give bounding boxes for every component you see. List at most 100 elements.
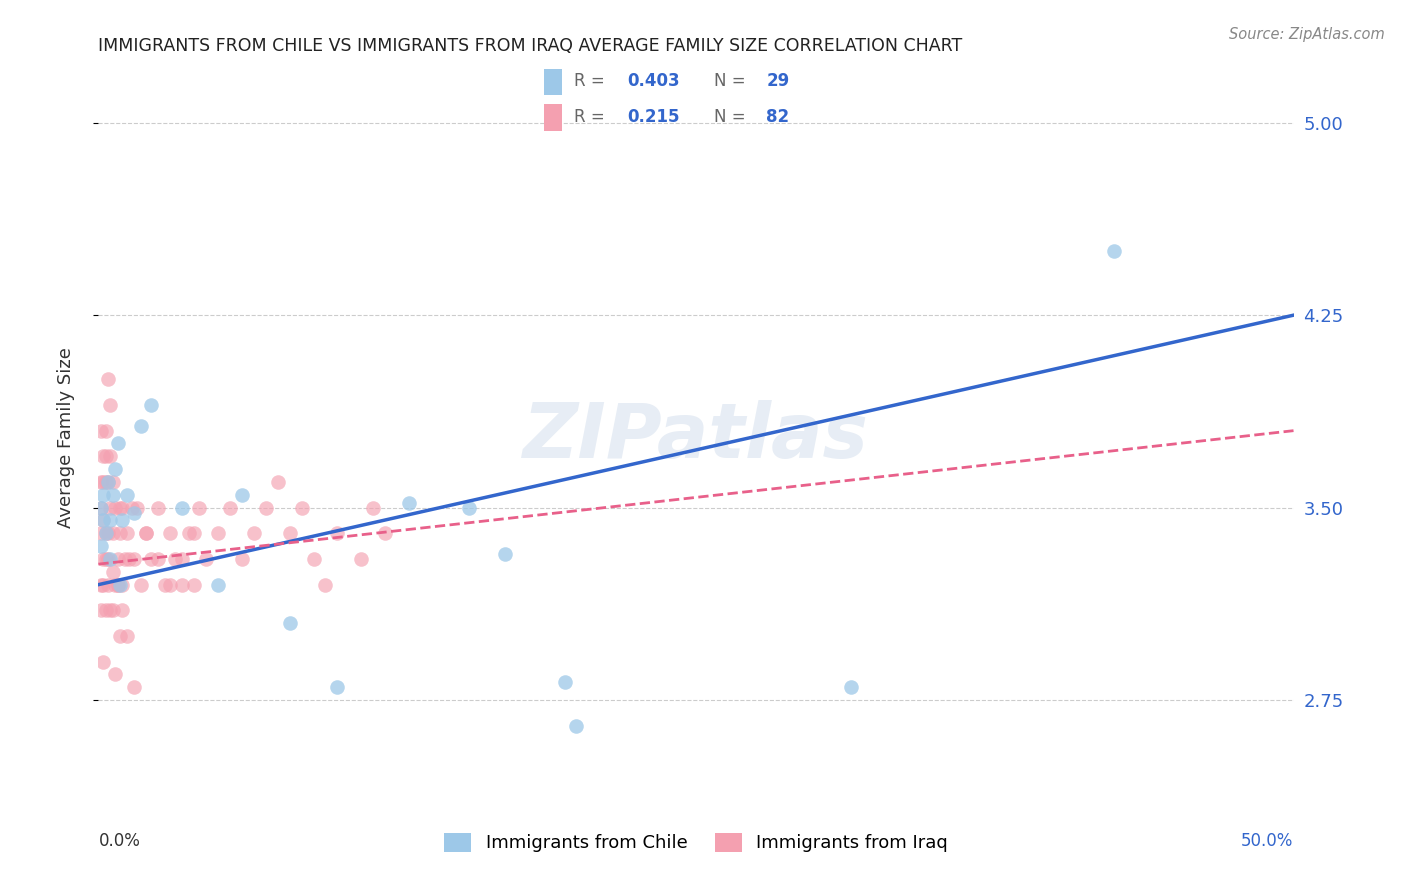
Point	[97, 475, 120, 489]
Text: 0.0%: 0.0%	[98, 832, 141, 850]
Point	[104, 462, 127, 476]
Point	[148, 552, 170, 566]
Point	[107, 577, 129, 591]
Legend: Immigrants from Chile, Immigrants from Iraq: Immigrants from Chile, Immigrants from I…	[437, 826, 955, 860]
Point	[131, 418, 153, 433]
Point	[131, 577, 153, 591]
Point	[458, 500, 481, 515]
Point	[135, 526, 157, 541]
Text: 29: 29	[766, 72, 790, 90]
Point	[315, 577, 337, 591]
Point	[302, 552, 325, 566]
Point	[187, 500, 209, 515]
Point	[101, 488, 124, 502]
Point	[101, 526, 124, 541]
Point	[114, 552, 136, 566]
Point	[101, 565, 124, 579]
Point	[90, 500, 112, 515]
Point	[172, 500, 194, 515]
Text: N =: N =	[714, 108, 751, 126]
Point	[125, 500, 148, 515]
Point	[139, 552, 162, 566]
Point	[107, 577, 129, 591]
Point	[291, 500, 314, 515]
Point	[219, 500, 242, 515]
Point	[172, 577, 194, 591]
Point	[172, 552, 194, 566]
Point	[94, 526, 117, 541]
Point	[90, 603, 112, 617]
Point	[90, 539, 112, 553]
Point	[97, 475, 120, 489]
Point	[111, 514, 134, 528]
Point	[91, 475, 114, 489]
Point	[494, 547, 516, 561]
Point	[111, 500, 134, 515]
Point	[108, 500, 131, 515]
Point	[267, 475, 290, 489]
Point	[97, 552, 120, 566]
Point	[101, 475, 124, 489]
Point	[231, 552, 253, 566]
Point	[91, 552, 114, 566]
Text: R =: R =	[575, 72, 610, 90]
Point	[97, 577, 120, 591]
Point	[94, 526, 117, 541]
Point	[94, 450, 117, 464]
Text: IMMIGRANTS FROM CHILE VS IMMIGRANTS FROM IRAQ AVERAGE FAMILY SIZE CORRELATION CH: IMMIGRANTS FROM CHILE VS IMMIGRANTS FROM…	[98, 37, 963, 54]
Point	[124, 552, 146, 566]
Point	[90, 577, 112, 591]
Point	[350, 552, 373, 566]
FancyBboxPatch shape	[544, 104, 562, 130]
Point	[159, 577, 181, 591]
Point	[183, 526, 205, 541]
Point	[115, 526, 138, 541]
Point	[278, 616, 301, 631]
Point	[91, 450, 114, 464]
Point	[91, 577, 114, 591]
FancyBboxPatch shape	[544, 69, 562, 95]
Text: ZIPatlas: ZIPatlas	[523, 401, 869, 474]
Point	[90, 526, 112, 541]
Point	[115, 488, 138, 502]
Point	[326, 681, 349, 695]
Point	[326, 526, 349, 541]
Point	[107, 436, 129, 450]
Text: 82: 82	[766, 108, 789, 126]
Point	[363, 500, 385, 515]
Point	[97, 372, 120, 386]
Text: 0.215: 0.215	[627, 108, 679, 126]
Point	[94, 603, 117, 617]
Point	[121, 500, 143, 515]
Point	[207, 577, 229, 591]
Point	[207, 526, 229, 541]
Point	[243, 526, 266, 541]
Point	[104, 667, 127, 681]
Point	[90, 500, 112, 515]
Point	[91, 514, 114, 528]
Point	[139, 398, 162, 412]
Point	[179, 526, 201, 541]
Point	[108, 577, 131, 591]
Point	[94, 424, 117, 438]
Point	[163, 552, 186, 566]
Point	[97, 526, 120, 541]
Point	[374, 526, 396, 541]
Point	[155, 577, 177, 591]
Text: R =: R =	[575, 108, 610, 126]
Point	[98, 514, 122, 528]
Point	[94, 552, 117, 566]
Point	[101, 603, 124, 617]
Point	[159, 526, 181, 541]
Point	[398, 495, 420, 509]
Point	[104, 577, 127, 591]
Point	[90, 424, 112, 438]
Point	[565, 719, 588, 733]
Point	[118, 552, 141, 566]
Point	[254, 500, 277, 515]
Point	[98, 450, 122, 464]
Point	[135, 526, 157, 541]
Point	[115, 629, 138, 643]
Point	[278, 526, 301, 541]
Point	[108, 526, 131, 541]
